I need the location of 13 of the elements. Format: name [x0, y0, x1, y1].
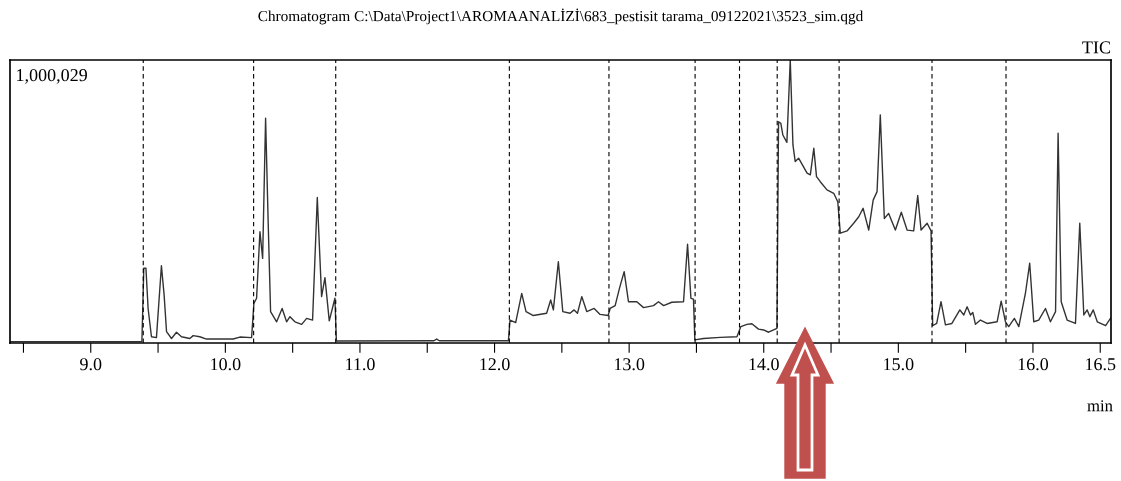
x-tick-label: 14.0 — [749, 358, 779, 371]
x-tick-label: 10.0 — [211, 358, 241, 371]
x-tick-label: 13.0 — [614, 358, 645, 371]
chart-title: Chromatogram C:\Data\Project1\AROMAANALİZİ\683_pestisit tarama_09122021\3523_sim.qgd — [258, 8, 864, 25]
x-tick-label: 15.0 — [884, 358, 914, 371]
x-tick-label: 16.5 — [1086, 358, 1116, 371]
x-tick-label: 12.0 — [480, 358, 510, 371]
x-tick-label: 11.0 — [346, 358, 375, 371]
x-axis-title: min — [1087, 400, 1113, 412]
x-tick-label: 9.0 — [80, 358, 102, 371]
x-tick-label: 16.0 — [1018, 358, 1049, 371]
annotation: 1,000,029 — [17, 69, 87, 84]
text: TIC — [1082, 41, 1111, 54]
